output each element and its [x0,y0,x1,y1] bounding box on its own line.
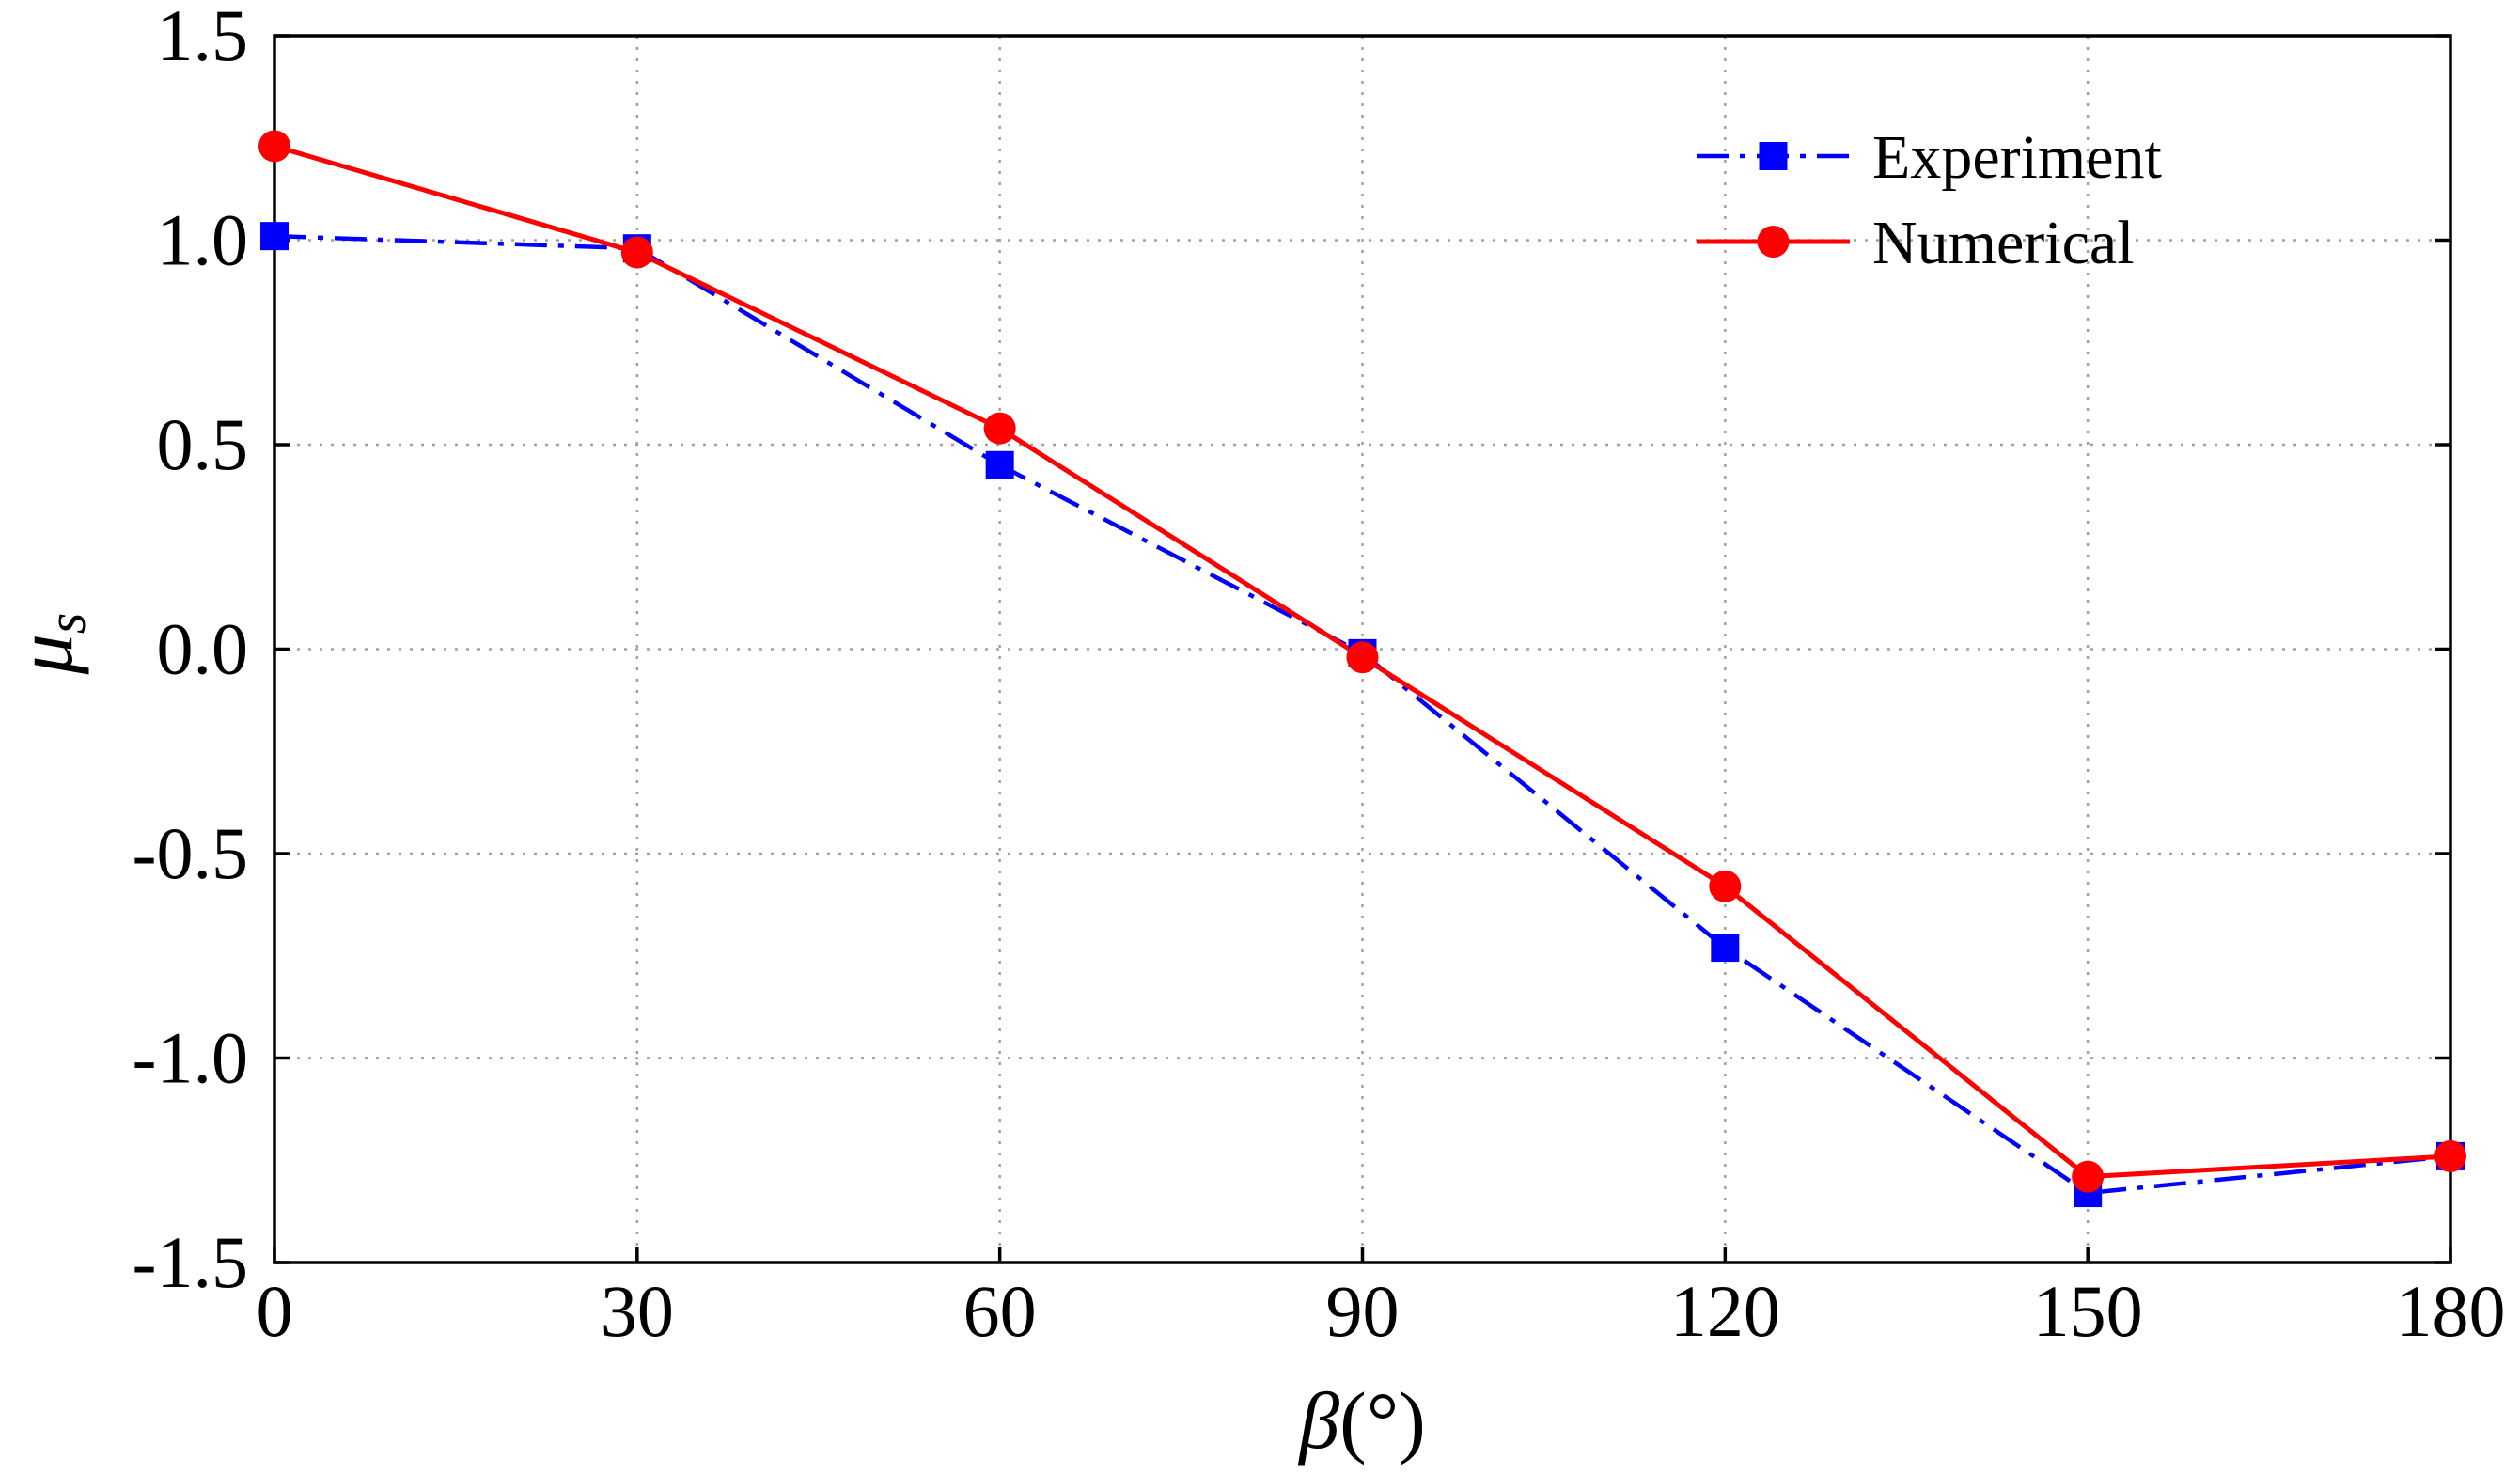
x-tick-label: 120 [1670,1270,1780,1352]
x-tick-label: 0 [257,1270,293,1352]
y-axis-title-symbol: μ [0,634,89,675]
data-point-numerical [983,412,1016,445]
data-point-experiment [260,222,289,251]
x-tick-label: 180 [2396,1270,2506,1352]
markers-layer [258,130,2466,1208]
legend-label-numerical: Numerical [1872,209,2135,277]
data-point-experiment [985,450,1014,479]
data-point-numerical [1346,641,1379,674]
y-tick-label: 1.5 [157,0,249,76]
legend-marker-numerical [1757,226,1790,258]
x-axis-title-symbol: β [1297,1375,1339,1466]
legend-marker-experiment [1759,142,1788,170]
data-point-numerical [2434,1139,2466,1172]
data-point-numerical [2072,1160,2105,1193]
x-axis-title-unit: (°) [1339,1375,1426,1466]
y-tick-label: 1.0 [157,199,249,281]
x-tick-label: 30 [601,1270,674,1352]
x-tick-label: 150 [2033,1270,2143,1352]
data-point-numerical [258,130,290,163]
y-tick-label: 0.5 [157,403,249,485]
y-axis-title-subscript: s [36,613,97,635]
y-tick-label: -0.5 [133,812,248,894]
y-tick-label: 0.0 [157,608,249,690]
data-point-numerical [620,236,653,269]
y-tick-label: -1.5 [133,1221,248,1303]
y-tick-label: -1.0 [133,1017,248,1099]
x-tick-label: 60 [963,1270,1037,1352]
x-axis-title: β(°) [1297,1375,1426,1466]
legend: Experiment Numerical [1697,123,2162,277]
data-point-numerical [1709,870,1742,902]
y-axis-title: μs [0,613,97,676]
axis-ticks: 0 30 60 90 120 150 180 -1.5 -1.0 -0.5 0.0 0.5 1.0 1.5 [133,0,2506,1352]
legend-label-experiment: Experiment [1872,123,2162,192]
data-point-experiment [1711,934,1740,963]
x-tick-label: 90 [1326,1270,1400,1352]
